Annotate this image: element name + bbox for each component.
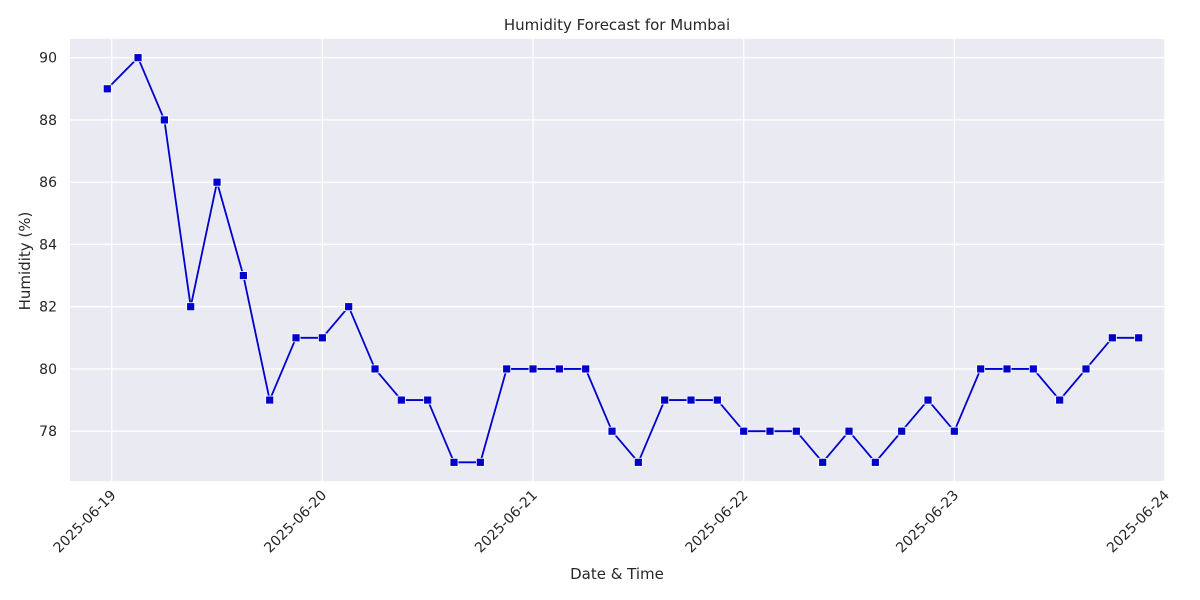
series-markers [102, 53, 1144, 467]
x-tick-label: 2025-06-19 [51, 488, 120, 557]
data-point-marker [949, 426, 959, 436]
data-point-marker [818, 457, 828, 467]
x-tick-label: 2025-06-21 [472, 488, 541, 557]
x-tick-label: 2025-06-20 [261, 488, 330, 557]
data-point-marker [712, 395, 722, 405]
grid-lines [70, 39, 1166, 481]
series-line-layer [106, 56, 1139, 464]
data-point-marker [739, 426, 749, 436]
chart-title: Humidity Forecast for Mumbai [504, 16, 730, 34]
data-point-marker [976, 364, 986, 374]
data-point-marker [159, 115, 169, 125]
data-point-marker [291, 333, 301, 343]
data-point-marker [102, 84, 112, 94]
y-tick-label: 82 [39, 300, 57, 316]
data-point-marker [423, 395, 433, 405]
data-point-marker [686, 395, 696, 405]
data-point-marker [133, 53, 143, 63]
data-point-marker [265, 395, 275, 405]
y-tick-label: 78 [39, 424, 57, 440]
y-tick-label: 86 [39, 175, 57, 191]
data-point-marker [897, 426, 907, 436]
data-point-marker [554, 364, 564, 374]
x-tick-label: 2025-06-23 [893, 488, 962, 557]
data-point-marker [528, 364, 538, 374]
y-tick-labels: 78 80 82 84 86 88 90 [39, 51, 57, 441]
data-point-marker [765, 426, 775, 436]
y-tick-label: 80 [39, 362, 57, 378]
data-point-marker [791, 426, 801, 436]
x-tick-label: 2025-06-22 [683, 488, 752, 557]
data-point-marker [1107, 333, 1117, 343]
data-point-marker [1134, 333, 1144, 343]
x-tick-labels: 2025-06-19 2025-06-20 2025-06-21 2025-06-22… [51, 487, 1173, 556]
x-tick-label: 2025-06-24 [1104, 487, 1173, 556]
data-point-marker [923, 395, 933, 405]
data-point-marker [581, 364, 591, 374]
data-point-marker [660, 395, 670, 405]
data-point-marker [212, 177, 222, 187]
data-point-marker [870, 457, 880, 467]
data-point-marker [396, 395, 406, 405]
y-tick-label: 90 [39, 51, 57, 67]
plot-area [70, 39, 1165, 481]
y-tick-label: 84 [39, 237, 57, 253]
data-point-marker [449, 457, 459, 467]
humidity-series-line [106, 56, 1139, 464]
x-axis-label: Date & Time [570, 565, 664, 583]
data-point-marker [1028, 364, 1038, 374]
data-point-marker [370, 364, 380, 374]
data-point-marker [1002, 364, 1012, 374]
data-point-marker [1055, 395, 1065, 405]
data-point-marker [844, 426, 854, 436]
y-axis-label: Humidity (%) [16, 212, 34, 311]
data-point-marker [1081, 364, 1091, 374]
data-point-marker [186, 302, 196, 312]
data-point-marker [502, 364, 512, 374]
data-point-marker [317, 333, 327, 343]
data-point-marker [607, 426, 617, 436]
data-point-marker [238, 271, 248, 280]
data-point-marker [633, 457, 643, 467]
data-point-marker [344, 302, 354, 312]
data-point-marker [475, 457, 485, 467]
y-tick-label: 88 [39, 113, 57, 129]
